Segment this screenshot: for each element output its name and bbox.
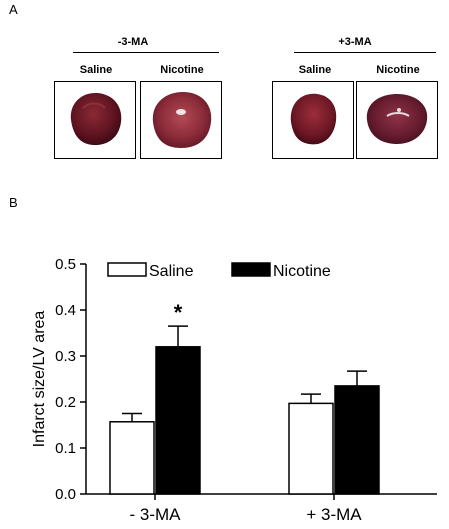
legend-label-saline: Saline [149,263,194,280]
sub-label-nicotine-plus: Nicotine [376,64,420,76]
y-tick-label-5: 0.5 [55,256,76,273]
legend-swatch-saline [107,262,147,277]
y-tick-label-1: 0.1 [55,440,76,457]
y-tick-label-4: 0.4 [55,302,76,319]
y-axis-label: Infarct size/LV area [31,311,48,448]
group-line-plus-3ma [294,52,436,53]
legend-swatch-nicotine [231,262,271,277]
heart-frame-saline-minus [54,81,136,159]
heart-image-nicotine-minus [152,92,212,148]
chart-legend: Saline Nicotine [107,262,331,280]
group-label-minus-3ma: -3-MA [117,36,149,48]
group-line-minus-3ma [73,52,219,53]
heart-image-saline-plus [290,93,337,145]
heart-frame-nicotine-minus [140,81,222,159]
bar-saline-0 [109,421,155,495]
sub-label-saline-plus: Saline [298,64,332,76]
group-label-plus-3ma: +3-MA [338,36,372,48]
chart-bars: * [109,300,380,495]
significance-asterisk-0: * [174,300,183,325]
heart-frame-saline-plus [272,81,354,159]
bar-nicotine-0 [155,346,201,495]
chart-axes: 0.0 0.1 0.2 0.3 0.4 0.5 Infarct size/LV area - … [31,256,437,524]
y-tick-label-3: 0.3 [55,348,76,365]
bar-nicotine-1 [334,385,380,495]
x-tick-label-1: + 3-MA [306,505,362,524]
legend-label-nicotine: Nicotine [273,263,331,280]
sub-label-saline-minus: Saline [79,64,113,76]
x-tick-label-0: - 3-MA [130,505,182,524]
y-tick-label-2: 0.2 [55,394,76,411]
panel-b-letter: B [9,195,18,210]
bar-saline-1 [288,402,334,495]
heart-image-saline-minus [70,92,122,146]
sub-label-nicotine-minus: Nicotine [160,64,204,76]
heart-image-nicotine-plus [366,94,428,144]
y-tick-label-0: 0.0 [55,486,76,503]
panel-a-letter: A [9,2,18,17]
heart-frame-nicotine-plus [356,81,438,159]
